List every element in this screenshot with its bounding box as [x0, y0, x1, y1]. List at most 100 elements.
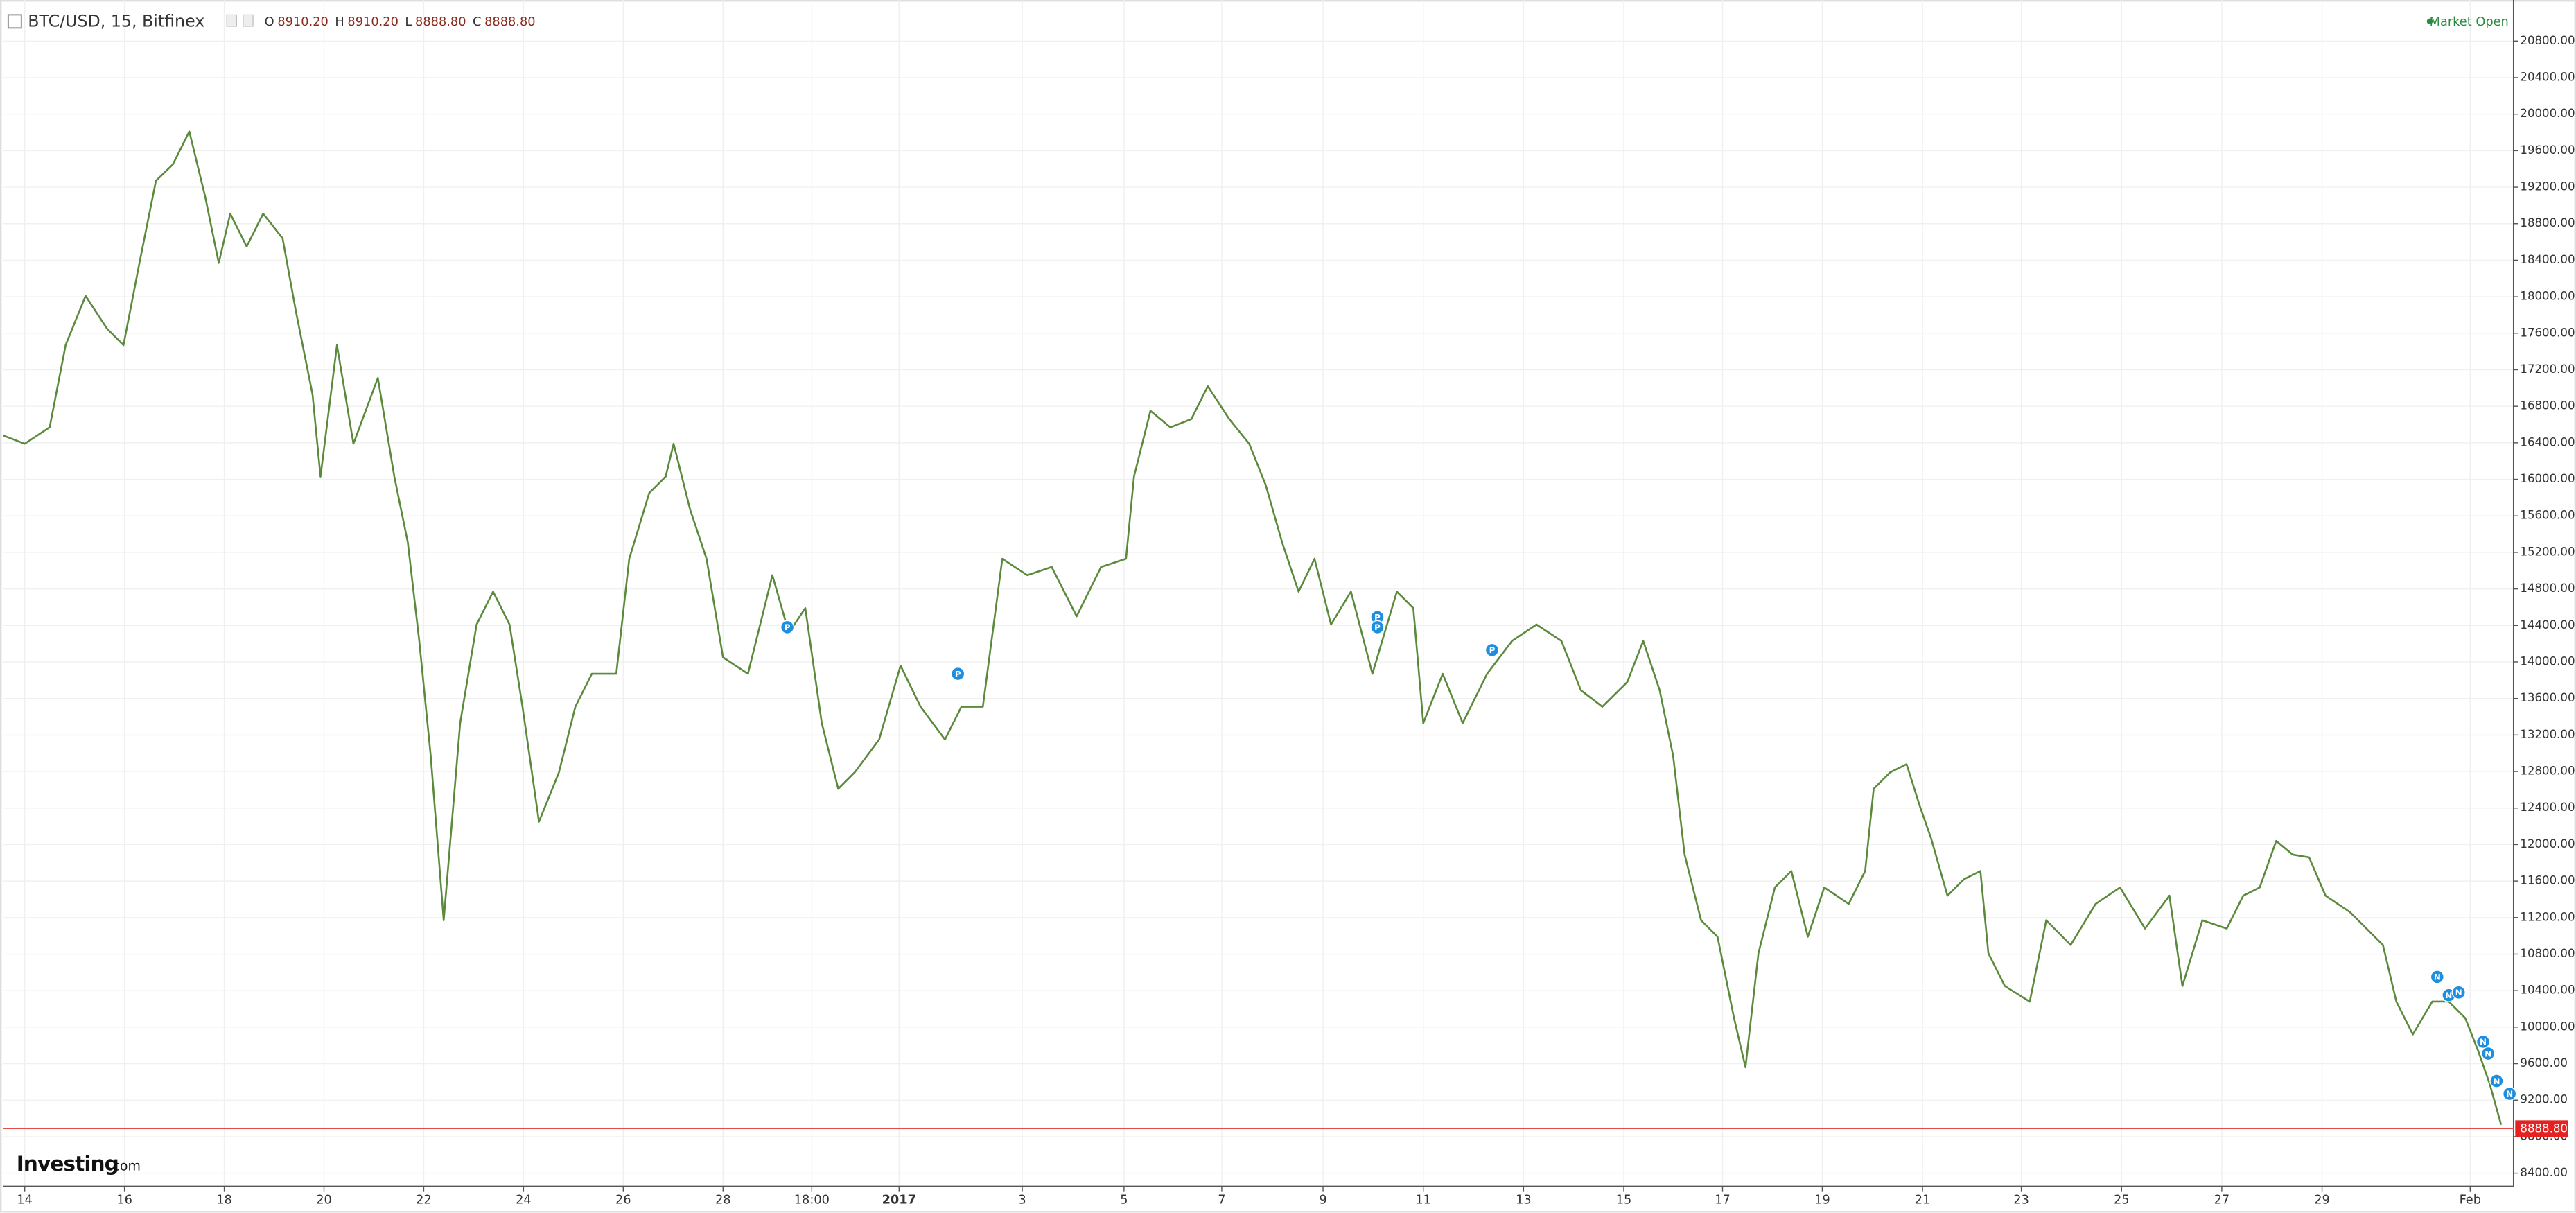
event-marker: [2476, 1034, 2491, 1049]
event-marker: [2451, 985, 2466, 1000]
x-tick-label: 3: [1018, 1194, 1026, 1207]
event-marker: [1370, 620, 1385, 635]
x-tick-label: 25: [2114, 1194, 2130, 1207]
x-tick-label: 27: [2214, 1194, 2230, 1207]
event-marker: [2489, 1074, 2504, 1088]
x-tick-label: 22: [416, 1194, 432, 1207]
y-tick-label: 20000.00: [2520, 107, 2575, 120]
ohlc: O 8910.20 H 8910.20 L 8888.80 C 8888.80: [265, 15, 536, 29]
ohlc-key: L: [405, 15, 412, 29]
y-tick-label: 9600.00: [2520, 1056, 2568, 1070]
x-tick-label: 2017: [882, 1194, 916, 1207]
x-tick-label: 28: [715, 1194, 731, 1207]
y-tick-label: 10000.00: [2520, 1020, 2575, 1033]
x-tick-label: 26: [615, 1194, 631, 1207]
settings-button[interactable]: [226, 14, 237, 27]
event-label: P: [1374, 622, 1381, 632]
price-line: [3, 130, 2503, 1126]
y-tick-label: 17200.00: [2520, 363, 2575, 376]
event-marker: [2430, 970, 2445, 984]
event-label: P: [1489, 645, 1496, 655]
y-tick-label: 9200.00: [2520, 1093, 2568, 1106]
y-tick-label: 12000.00: [2520, 837, 2575, 850]
event-label: N: [2445, 991, 2452, 1000]
event-label: N: [2485, 1049, 2491, 1058]
ohlc-key: H: [335, 15, 344, 29]
x-tick-label: Feb: [2460, 1194, 2481, 1207]
y-tick-label: 11600.00: [2520, 874, 2575, 887]
x-tick-label: 16: [116, 1194, 132, 1207]
last-price-label: 8888.80: [2520, 1122, 2568, 1135]
event-marker: [2502, 1086, 2517, 1101]
event-label: N: [2480, 1037, 2487, 1047]
x-tick-label: 29: [2314, 1194, 2330, 1207]
ohlc-value: 8888.80: [415, 15, 466, 29]
y-tick-label: 11200.00: [2520, 910, 2575, 923]
y-tick-label: 20400.00: [2520, 70, 2575, 83]
y-tick-label: 19600.00: [2520, 143, 2575, 157]
ohlc-value: 8888.80: [484, 15, 535, 29]
x-tick-label: 7: [1218, 1194, 1225, 1207]
event-marker: [1484, 643, 1500, 658]
x-tick-label: 5: [1120, 1194, 1128, 1207]
y-tick-label: 15600.00: [2520, 509, 2575, 522]
y-tick-label: 15200.00: [2520, 545, 2575, 558]
symbol: BTC/USD, 15, Bitfinex: [28, 12, 204, 31]
ohlc-value: 8910.20: [277, 15, 328, 29]
y-tick-label: 20800.00: [2520, 34, 2575, 47]
y-tick-label: 14000.00: [2520, 654, 2575, 667]
event-label: P: [955, 669, 961, 679]
y-tick-label: 18400.00: [2520, 253, 2575, 266]
event-label: N: [2434, 972, 2441, 982]
y-tick-label: 16800.00: [2520, 399, 2575, 412]
event-marker: [2481, 1046, 2496, 1061]
y-tick-label: 8400.00: [2520, 1166, 2568, 1179]
event-marker: [951, 666, 965, 681]
ohlc-key: C: [473, 15, 481, 29]
y-tick-label: 14800.00: [2520, 582, 2575, 595]
y-tick-label: 17600.00: [2520, 326, 2575, 339]
x-tick-label: 24: [516, 1194, 532, 1207]
y-tick-label: 12400.00: [2520, 801, 2575, 814]
event-label: P: [1374, 613, 1381, 622]
event-marker: [780, 620, 795, 635]
x-tick-label: 19: [1814, 1194, 1830, 1207]
y-tick-label: 12800.00: [2520, 765, 2575, 778]
y-tick-label: 16400.00: [2520, 435, 2575, 448]
close-button[interactable]: [243, 14, 254, 27]
status-dot: [2426, 18, 2433, 25]
y-tick-label: 13600.00: [2520, 691, 2575, 704]
grid: [3, 0, 2514, 1187]
market-status: Market Open: [2430, 15, 2509, 29]
last-price-tag: [2515, 1120, 2568, 1137]
y-tick-label: 10400.00: [2520, 984, 2575, 997]
y-tick-label: 13200.00: [2520, 728, 2575, 741]
event-label: N: [2455, 988, 2462, 997]
x-tick-label: 18: [216, 1194, 232, 1207]
x-tick-label: 11: [1415, 1194, 1431, 1207]
ohlc-value: 8910.20: [347, 15, 398, 29]
event-label: N: [2506, 1089, 2513, 1099]
x-tick-label: 18:00: [794, 1194, 830, 1207]
x-tick-label: 21: [1915, 1194, 1931, 1207]
x-tick-label: 17: [1715, 1194, 1731, 1207]
x-tick-label: 15: [1616, 1194, 1632, 1207]
y-tick-label: 18000.00: [2520, 290, 2575, 303]
y-tick-label: 18800.00: [2520, 216, 2575, 229]
logo-suffix: .com: [108, 1159, 141, 1174]
y-tick-label: 16000.00: [2520, 472, 2575, 485]
y-tick-label: 10800.00: [2520, 947, 2575, 960]
y-tick-label: 19200.00: [2520, 180, 2575, 193]
x-tick-label: 14: [17, 1194, 33, 1207]
y-tick-label: 14400.00: [2520, 618, 2575, 631]
logo-brand: Investing: [17, 1151, 119, 1176]
x-tick-label: 20: [316, 1194, 332, 1207]
collapse-button[interactable]: [7, 14, 22, 29]
event-label: P: [785, 622, 791, 632]
event-label: N: [2493, 1076, 2500, 1086]
x-tick-label: 23: [2013, 1194, 2029, 1207]
x-tick-label: 13: [1516, 1194, 1532, 1207]
